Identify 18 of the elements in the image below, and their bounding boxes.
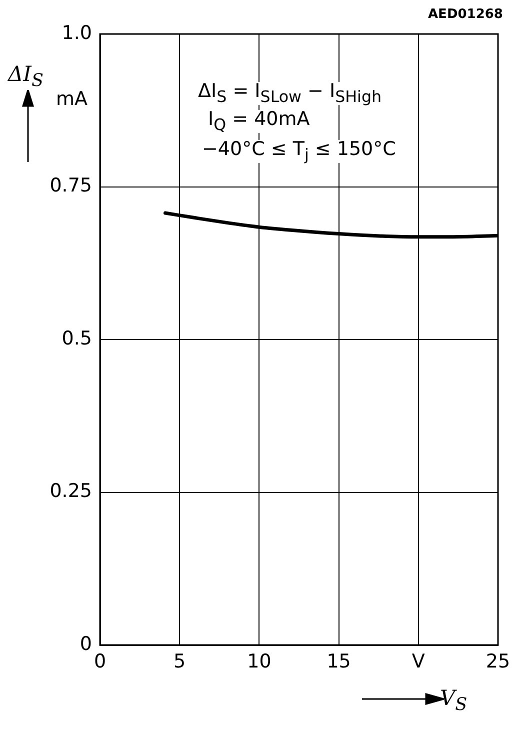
y-axis-title: ΔI$_{S}$ <box>8 62 44 92</box>
annotation: −40°C ≤ T$_{j}$ ≤ 150°C <box>200 138 398 164</box>
text: AED01268 <box>428 7 503 22</box>
x-tick-label: V <box>412 650 425 672</box>
annotation: I$_{Q}$ = 40mA <box>206 108 312 134</box>
y-tick-label: 0 <box>80 632 92 655</box>
x-tick-label: 15 <box>326 650 351 672</box>
text: mA <box>56 88 88 110</box>
x-tick-label: 25 <box>486 650 510 672</box>
x-axis-title: V$_{S}$ <box>440 686 468 716</box>
y-tick-label: 0.5 <box>62 327 92 350</box>
y-tick-label: 0.75 <box>50 174 92 197</box>
x-tick-label: 5 <box>174 650 186 672</box>
x-tick-label: 0 <box>94 650 106 672</box>
x-tick-label: 10 <box>247 650 272 672</box>
annotation: ΔI$_{S}$ = I$_{SLow}$ − I$_{SHigh}$ <box>196 80 384 106</box>
y-tick-label: 0.25 <box>50 480 92 502</box>
y-tick-label: 1.0 <box>62 22 92 44</box>
